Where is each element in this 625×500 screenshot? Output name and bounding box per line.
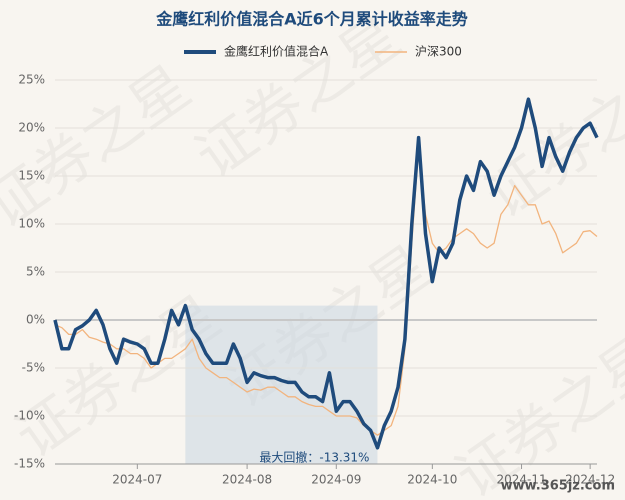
series-line (54, 146, 598, 436)
y-tick-label: -5% (22, 361, 45, 375)
y-tick-label: 15% (18, 169, 45, 183)
x-tick-label: 2024-09 (311, 473, 361, 487)
x-tick-label: 2024-11 (496, 473, 546, 487)
legend-label: 金鹰红利价值混合A (224, 44, 329, 59)
x-tick-label: 2024-08 (222, 473, 272, 487)
x-tick-label: 2024-12 (565, 473, 615, 487)
chart-title: 金鹰红利价值混合A近6个月累计收益率走势 (155, 10, 468, 29)
y-tick-label: -15% (14, 457, 45, 471)
y-tick-label: 25% (18, 73, 45, 87)
y-tick-label: 10% (18, 217, 45, 231)
drawdown-area (185, 305, 378, 464)
y-tick-label: 0% (26, 313, 45, 327)
drawdown-label: 最大回撤：-13.31% (259, 449, 369, 464)
source-mark: www.365jz.com (501, 479, 615, 494)
y-tick-label: 5% (26, 265, 45, 279)
y-tick-label: 20% (18, 121, 45, 135)
x-tick-label: 2024-10 (407, 473, 457, 487)
x-tick-label: 2024-07 (112, 473, 162, 487)
legend-label: 沪深300 (415, 45, 462, 59)
series-line (53, 97, 599, 450)
y-tick-label: -10% (14, 409, 45, 423)
